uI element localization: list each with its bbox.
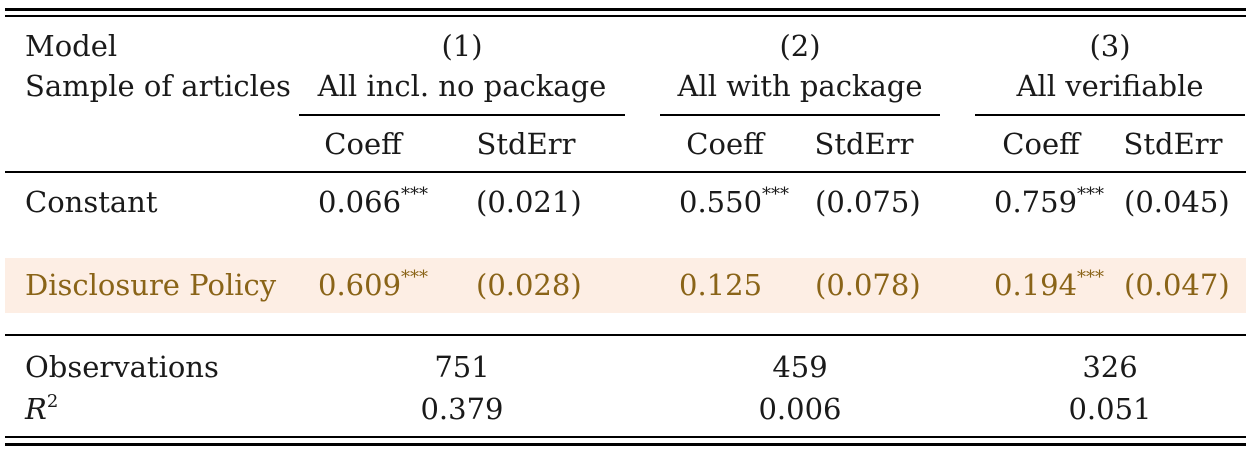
coeff-value: 0.759 [994, 185, 1078, 219]
top-rule [5, 8, 1246, 11]
significance-stars: *** [762, 184, 790, 205]
significance-stars: *** [1077, 267, 1105, 288]
coeff-value: 0.609 [318, 268, 402, 302]
bottom-rule-inner [5, 436, 1246, 438]
stderr-cell: (0.078) [815, 268, 921, 302]
significance-stars: *** [401, 184, 429, 205]
significance-stars: *** [401, 267, 429, 288]
top-rule-inner [5, 15, 1246, 17]
observations-label: Observations [25, 350, 219, 384]
r-squared-value: 0.051 [1068, 392, 1152, 426]
coeff-cell: 0.759*** [994, 185, 1104, 219]
significance-stars: *** [1077, 184, 1105, 205]
coeff-cell: 0.125 [679, 271, 762, 300]
coeff-cell: 0.066*** [318, 185, 428, 219]
column-2-rule [660, 114, 940, 116]
observations-value: 751 [434, 350, 490, 384]
coeff-value: 0.125 [679, 268, 763, 302]
column-1-sample: All incl. no package [317, 69, 607, 103]
column-3-number: (3) [1089, 29, 1131, 63]
column-2-number: (2) [779, 29, 821, 63]
stderr-cell: (0.028) [476, 268, 582, 302]
column-1-number: (1) [441, 29, 483, 63]
column-2-coeff-header: Coeff [686, 127, 764, 161]
header-bottom-rule [5, 171, 1246, 173]
stderr-cell: (0.075) [815, 185, 921, 219]
column-3-sample: All verifiable [1016, 69, 1204, 103]
row-label: Disclosure Policy [25, 268, 277, 302]
column-2-sample: All with package [677, 69, 923, 103]
r-squared-symbol: R [25, 392, 47, 426]
column-2-stderr-header: StdErr [814, 127, 914, 161]
stderr-cell: (0.021) [476, 185, 582, 219]
model-label: Model [25, 29, 118, 63]
column-3-stderr-header: StdErr [1123, 127, 1223, 161]
highlighted-row-background [5, 258, 1246, 313]
coeff-cell: 0.550*** [679, 185, 789, 219]
coeff-value: 0.194 [994, 268, 1078, 302]
column-1-rule [299, 114, 625, 116]
stderr-cell: (0.047) [1124, 268, 1230, 302]
column-1-coeff-header: Coeff [324, 127, 402, 161]
column-3-rule [975, 114, 1245, 116]
row-label: Constant [25, 185, 158, 219]
stderr-cell: (0.045) [1124, 185, 1230, 219]
column-3-coeff-header: Coeff [1002, 127, 1080, 161]
coeff-value: 0.066 [318, 185, 402, 219]
stats-top-rule [5, 334, 1246, 336]
r-squared-value: 0.006 [758, 392, 842, 426]
r-squared-label: R2 [25, 392, 58, 426]
sample-label: Sample of articles [25, 69, 291, 103]
r-squared-exponent: 2 [46, 391, 59, 412]
observations-value: 459 [772, 350, 828, 384]
observations-value: 326 [1082, 350, 1138, 384]
r-squared-value: 0.379 [420, 392, 504, 426]
coeff-cell: 0.609*** [318, 268, 428, 302]
column-1-stderr-header: StdErr [476, 127, 576, 161]
bottom-rule [5, 443, 1246, 446]
coeff-value: 0.550 [679, 185, 763, 219]
coeff-cell: 0.194*** [994, 268, 1104, 302]
